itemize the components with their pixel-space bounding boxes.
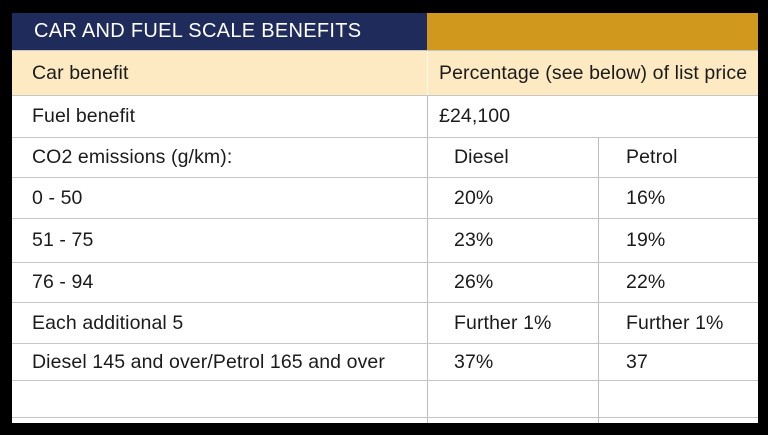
row-label xyxy=(12,381,427,417)
diesel-value: Further 1% xyxy=(427,303,598,343)
petrol-value: Further 1% xyxy=(598,303,758,343)
petrol-value: 16% xyxy=(598,178,758,218)
table-row-band-76-94: 76 - 94 26% 22% xyxy=(12,262,758,302)
diesel-value xyxy=(427,381,598,417)
row-label: 51 - 75 xyxy=(32,229,94,251)
table-row-band-51-75: 51 - 75 23% 19% xyxy=(12,218,758,262)
row-label: Car benefit xyxy=(32,61,129,84)
table-row-band-0-50: 0 - 50 20% 16% xyxy=(12,177,758,218)
petrol-value: 22% xyxy=(598,263,758,302)
table-row-empty xyxy=(12,380,758,417)
petrol-value xyxy=(598,418,758,423)
header-gold-band xyxy=(427,13,758,50)
diesel-value xyxy=(427,418,598,423)
diesel-value: 20% xyxy=(427,178,598,218)
diesel-value: 23% xyxy=(427,219,598,262)
table-title: CAR AND FUEL SCALE BENEFITS xyxy=(12,13,427,50)
table-row-co2-header: CO2 emissions (g/km): Diesel Petrol xyxy=(12,137,758,177)
diesel-column-header: Diesel xyxy=(427,138,598,177)
benefits-table: CAR AND FUEL SCALE BENEFITS Car benefit … xyxy=(12,13,758,423)
row-value: Percentage (see below) of list price xyxy=(427,51,758,95)
row-label xyxy=(12,418,427,423)
petrol-value: 19% xyxy=(598,219,758,262)
row-label: 0 - 50 xyxy=(32,186,83,209)
table-row-each-additional-5: Each additional 5 Further 1% Further 1% xyxy=(12,302,758,343)
petrol-column-header: Petrol xyxy=(598,138,758,177)
row-label: 76 - 94 xyxy=(32,271,94,293)
table-row-car-benefit: Car benefit Percentage (see below) of li… xyxy=(12,50,758,95)
diesel-value: 37% xyxy=(427,344,598,380)
row-label: Fuel benefit xyxy=(32,105,136,127)
diesel-value: 26% xyxy=(427,263,598,302)
row-value: £24,100 xyxy=(427,96,758,137)
table-row-fuel-benefit: Fuel benefit £24,100 xyxy=(12,95,758,137)
row-label: Diesel 145 and over/Petrol 165 and over xyxy=(32,350,385,373)
table-row-top-band: Diesel 145 and over/Petrol 165 and over … xyxy=(12,343,758,380)
row-label: CO2 emissions (g/km): xyxy=(32,146,233,168)
row-label: Each additional 5 xyxy=(32,311,184,334)
petrol-value xyxy=(598,381,758,417)
petrol-value: 37 xyxy=(598,344,758,380)
table-row-clipped-sliver xyxy=(12,417,758,423)
table-header-row: CAR AND FUEL SCALE BENEFITS xyxy=(12,13,758,50)
